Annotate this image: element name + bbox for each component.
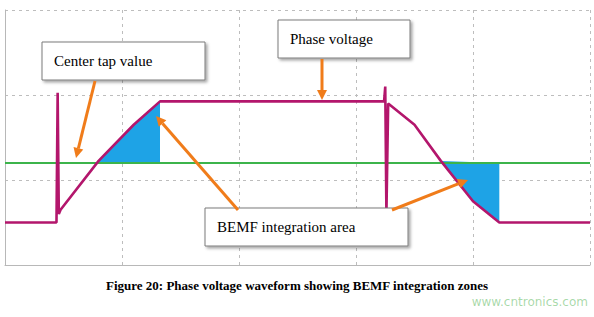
svg-text:Phase voltage: Phase voltage — [290, 31, 373, 47]
svg-text:BEMF integration area: BEMF integration area — [217, 219, 356, 235]
svg-text:Center tap value: Center tap value — [54, 53, 153, 69]
svg-text:www.cntronics.com: www.cntronics.com — [472, 295, 588, 309]
svg-text:Figure 20: Phase voltage wavef: Figure 20: Phase voltage waveform showin… — [106, 278, 488, 293]
